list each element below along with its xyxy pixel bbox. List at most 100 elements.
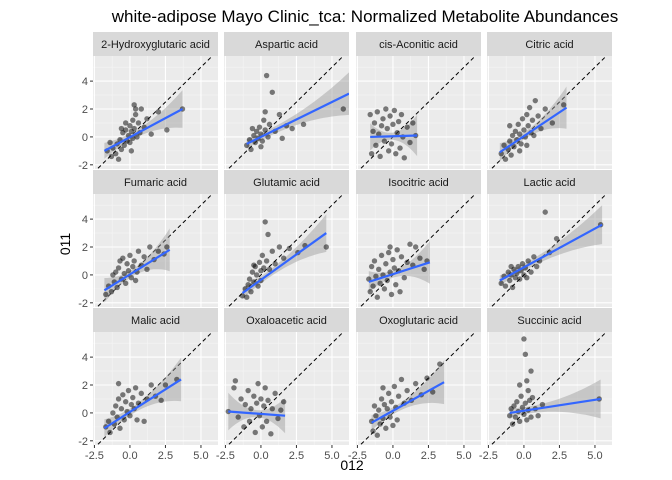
data-point [232, 378, 239, 384]
data-point [539, 401, 546, 408]
facet-panel: Isocitric acid [356, 170, 481, 307]
facet-label: Isocitric acid [388, 177, 449, 189]
data-point [394, 417, 400, 423]
facet-panel: Lactic acid [487, 170, 612, 307]
y-tick-label: 0 [82, 408, 88, 420]
data-point [437, 361, 443, 367]
data-point [249, 125, 256, 132]
data-point [253, 128, 260, 135]
data-point [512, 414, 519, 420]
data-point [417, 255, 423, 261]
data-point [268, 431, 274, 437]
data-point [164, 244, 170, 250]
data-point [132, 385, 139, 391]
y-tick-label: -2 [78, 436, 88, 448]
data-point [238, 396, 244, 402]
facet-strip [93, 170, 218, 194]
data-point [404, 124, 410, 130]
data-point [113, 403, 119, 409]
data-point [125, 268, 132, 274]
data-point [262, 127, 268, 133]
data-point [118, 146, 125, 153]
data-point [144, 266, 150, 273]
data-point [265, 134, 271, 140]
data-point [515, 263, 521, 270]
data-point [272, 261, 278, 267]
data-point [421, 266, 427, 273]
data-point [128, 275, 135, 281]
data-point [272, 390, 278, 397]
data-point [535, 113, 541, 119]
data-point [251, 393, 257, 399]
data-point [259, 424, 266, 430]
data-point [245, 281, 251, 288]
data-point [256, 259, 263, 266]
regression-line [241, 232, 327, 294]
data-point [424, 375, 430, 381]
data-point [528, 368, 534, 374]
data-point [263, 418, 270, 424]
data-point [398, 111, 405, 118]
regression-line [368, 261, 431, 283]
x-tick-label: -2.5 [216, 450, 235, 462]
facet-panel: Glutamic acid [224, 170, 349, 307]
data-point [397, 145, 403, 151]
identity-dashed-line [359, 194, 477, 307]
y-tick-label: 2 [82, 242, 88, 254]
facet-label: cis-Aconitic acid [379, 39, 458, 51]
data-point [507, 123, 513, 129]
data-point [516, 276, 523, 282]
data-point [524, 275, 530, 281]
facet-strip [93, 308, 218, 332]
data-point [381, 401, 388, 408]
data-point [261, 117, 267, 123]
data-point [524, 417, 530, 423]
data-point [508, 152, 514, 158]
data-point [266, 266, 273, 273]
data-point [269, 248, 275, 254]
data-point [275, 415, 281, 422]
data-point [258, 396, 264, 402]
facet-panel: Oxaloacetic acid -2.5 0.0 2.5 5.0 [216, 308, 349, 462]
facet-strip [224, 170, 349, 194]
regression-line [103, 108, 184, 152]
regression-line [246, 92, 349, 145]
panel-plot-area [359, 332, 477, 445]
data-point [522, 351, 529, 358]
data-point [124, 261, 130, 267]
identity-dashed-line [359, 332, 477, 445]
data-point [117, 425, 123, 431]
data-point [256, 124, 263, 130]
data-point [532, 97, 538, 104]
y-tick-label: 2 [82, 380, 88, 392]
data-point [115, 156, 122, 162]
facet-panel: Malic acid -2 0 2 4 -2.5 0.0 2.5 5.0 [78, 308, 218, 462]
data-point [393, 150, 399, 157]
confidence-band [246, 72, 349, 149]
data-point [253, 272, 260, 278]
data-point [394, 247, 400, 253]
data-point [164, 127, 170, 133]
data-point [245, 387, 251, 394]
facet-strip [356, 308, 481, 332]
data-point [286, 245, 293, 252]
data-point [251, 262, 257, 268]
data-point [370, 428, 376, 434]
data-point [518, 393, 524, 399]
facet-panel: Fumaric acid -2 0 2 4 [78, 170, 218, 310]
identity-dashed-line [490, 332, 608, 445]
data-point [122, 280, 129, 286]
identity-dashed-line [359, 56, 477, 169]
facet-strip [224, 32, 349, 56]
panel-plot-area [490, 194, 608, 307]
data-point [377, 280, 383, 286]
data-point [127, 413, 133, 419]
data-point [373, 413, 379, 419]
data-point [512, 275, 519, 281]
data-point [249, 269, 256, 275]
data-point [507, 413, 513, 419]
data-point [526, 104, 533, 111]
data-point [114, 284, 120, 291]
data-point [258, 143, 264, 150]
panel-plot-area [225, 332, 345, 445]
